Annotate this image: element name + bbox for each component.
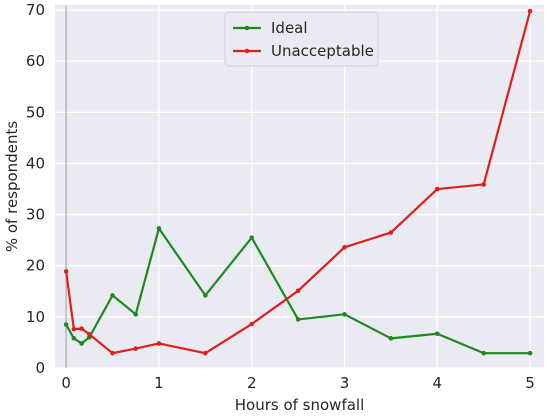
data-point-unacceptable xyxy=(79,326,84,331)
x-tick-label: 1 xyxy=(154,374,164,392)
data-point-unacceptable xyxy=(388,230,394,235)
x-tick-label: 5 xyxy=(525,374,535,392)
y-tick-label: 40 xyxy=(26,154,45,172)
x-tick-label: 0 xyxy=(61,374,71,392)
data-point-ideal xyxy=(249,235,255,240)
data-point-unacceptable xyxy=(434,186,440,192)
y-tick-label: 70 xyxy=(26,1,45,19)
legend-box xyxy=(224,11,379,67)
legend-label-ideal: Ideal xyxy=(271,19,308,37)
data-point-unacceptable xyxy=(527,8,533,14)
data-point-unacceptable xyxy=(203,350,208,356)
x-tick-label: 3 xyxy=(340,374,350,392)
legend-marker-ideal xyxy=(244,25,250,31)
series-layer xyxy=(63,8,533,356)
data-point-ideal xyxy=(133,312,139,317)
data-point-ideal xyxy=(110,293,115,298)
legend-label-unacceptable: Unacceptable xyxy=(271,42,374,60)
data-point-ideal xyxy=(481,350,486,356)
y-axis-ticks: 0 10 20 30 40 50 60 70 xyxy=(26,1,45,377)
x-axis-ticks: 0 1 2 3 4 5 xyxy=(61,374,534,392)
y-tick-label: 30 xyxy=(26,206,45,224)
data-point-unacceptable xyxy=(87,331,92,337)
data-point-unacceptable xyxy=(133,346,139,351)
data-point-ideal xyxy=(203,293,208,298)
data-point-ideal xyxy=(388,336,394,341)
data-point-ideal xyxy=(342,312,347,317)
legend-marker-unacceptable xyxy=(244,48,250,54)
data-point-ideal xyxy=(295,317,301,322)
legend: Ideal Unacceptable xyxy=(224,11,379,67)
y-tick-label: 20 xyxy=(26,257,45,275)
y-tick-label: 0 xyxy=(35,359,45,377)
data-point-ideal xyxy=(156,226,162,231)
data-point-unacceptable xyxy=(249,321,255,327)
data-point-unacceptable xyxy=(63,269,69,274)
data-point-ideal xyxy=(79,341,84,346)
y-tick-label: 50 xyxy=(26,103,45,121)
data-point-unacceptable xyxy=(481,182,486,187)
data-point-ideal xyxy=(434,331,440,337)
data-point-unacceptable xyxy=(110,350,115,356)
data-point-unacceptable xyxy=(156,341,162,346)
x-tick-label: 2 xyxy=(247,374,257,392)
y-axis-title: % of respondents xyxy=(3,121,21,252)
y-tick-label: 60 xyxy=(26,52,45,70)
x-tick-label: 4 xyxy=(433,374,443,392)
data-point-unacceptable xyxy=(342,245,347,250)
data-point-unacceptable xyxy=(295,288,301,294)
data-point-ideal xyxy=(71,336,77,341)
series-unacceptable xyxy=(63,8,533,356)
y-tick-label: 10 xyxy=(26,308,45,326)
x-axis-title: Hours of snowfall xyxy=(235,396,365,414)
data-point-unacceptable xyxy=(71,326,77,332)
data-point-ideal xyxy=(63,322,69,327)
data-point-ideal xyxy=(527,350,533,356)
